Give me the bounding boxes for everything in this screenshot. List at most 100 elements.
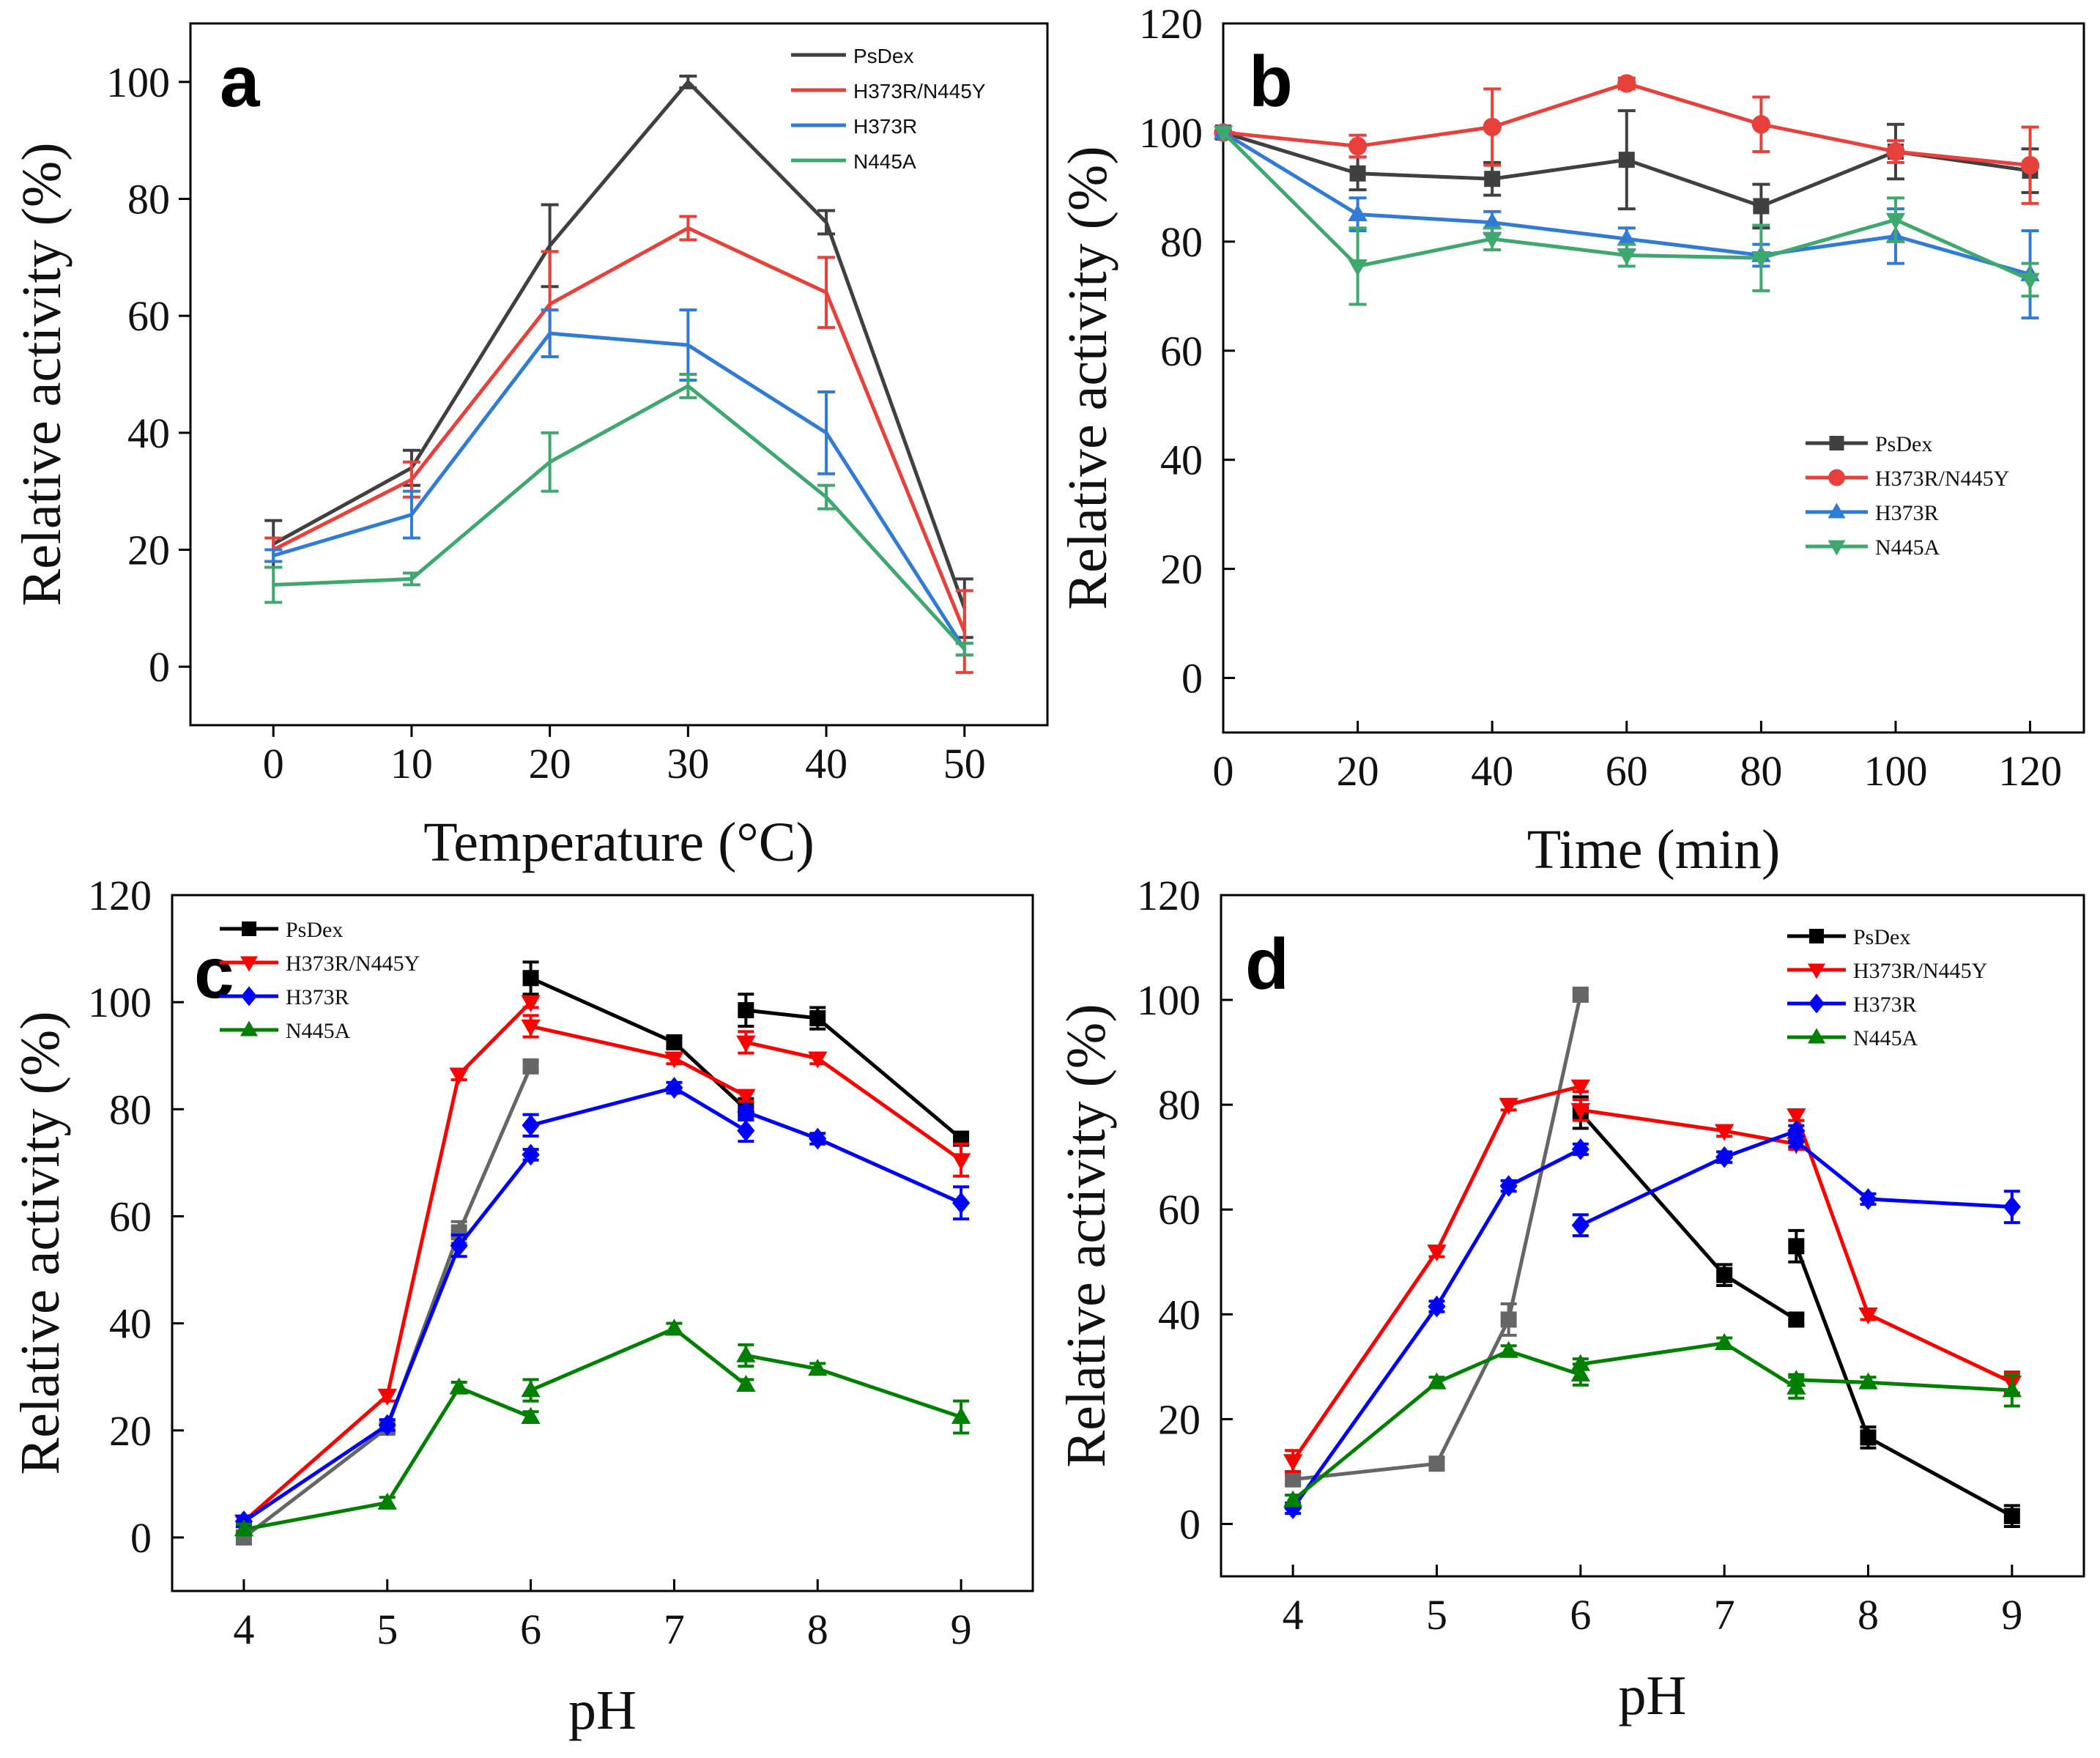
data-point <box>1283 1454 1303 1472</box>
y-axis-title: Relative activity (%) <box>1057 146 1118 609</box>
data-point <box>1716 1266 1733 1283</box>
series-line <box>1291 1349 1581 1502</box>
data-point <box>1618 152 1635 168</box>
legend-marker <box>242 921 256 936</box>
series-h373r <box>234 1077 971 1532</box>
data-point <box>1499 1097 1518 1115</box>
legend-marker <box>1808 1028 1825 1044</box>
data-point <box>809 1010 826 1027</box>
data-point <box>736 1088 756 1106</box>
y-tick-label: 60 <box>1158 1186 1201 1234</box>
x-tick-label: 0 <box>263 740 284 787</box>
legend-marker <box>240 956 258 972</box>
x-tick-label: 4 <box>1283 1591 1304 1639</box>
data-point <box>1500 1311 1517 1328</box>
series-line <box>745 1040 962 1162</box>
data-point <box>808 1358 828 1376</box>
data-point <box>1715 1146 1734 1168</box>
series-line <box>745 1354 962 1419</box>
legend: PsDex H373R/N445Y H373R N445A <box>1806 432 2009 560</box>
y-tick-label: 100 <box>88 979 152 1026</box>
data-point <box>1483 117 1502 137</box>
data-point <box>1858 1372 1878 1390</box>
data-point <box>1617 74 1636 93</box>
x-tick-label: 20 <box>529 740 571 787</box>
data-point <box>737 1101 755 1123</box>
x-tick-label: 9 <box>951 1606 972 1653</box>
x-axis-title: pH <box>1619 1665 1687 1727</box>
y-tick-label: 20 <box>1160 546 1203 593</box>
data-point <box>2003 1195 2021 1218</box>
legend-label: H373R <box>1875 501 1939 525</box>
data-point <box>1753 198 1770 215</box>
legend-marker <box>240 1020 258 1036</box>
data-point <box>1788 1238 1805 1255</box>
data-point <box>1427 1245 1447 1262</box>
data-point <box>664 1318 684 1336</box>
series-line <box>242 1153 533 1524</box>
y-tick-label: 0 <box>149 643 170 691</box>
legend-label: PsDex <box>1853 925 1910 949</box>
data-point <box>1714 1124 1734 1141</box>
data-point <box>1787 1130 1806 1153</box>
data-point <box>1428 1295 1446 1318</box>
data-point <box>1570 1354 1591 1371</box>
series-line <box>1292 994 1583 1482</box>
data-point <box>522 970 539 987</box>
series-line <box>1580 1341 1797 1390</box>
y-tick-label: 80 <box>109 1086 152 1133</box>
x-tick-label: 60 <box>1606 747 1648 795</box>
x-tick-label: 40 <box>805 740 847 787</box>
data-point <box>1285 1471 1302 1488</box>
x-tick-label: 7 <box>1714 1591 1735 1639</box>
x-tick-label: 40 <box>1471 747 1513 795</box>
y-axis-title: Relative activity (%) <box>1055 1004 1117 1467</box>
x-tick-label: 5 <box>376 1606 398 1653</box>
legend: PsDex H373R/N445Y H373R N445A <box>791 45 986 173</box>
legend-marker <box>241 986 257 1006</box>
series-psdex <box>235 960 970 1546</box>
data-point <box>1617 248 1636 266</box>
series-line <box>530 1327 747 1392</box>
legend-marker <box>1828 502 1846 519</box>
series-h373r-n445y <box>264 215 973 675</box>
y-tick-label: 40 <box>109 1300 152 1348</box>
plot-frame <box>171 894 1034 1592</box>
data-point <box>736 1374 756 1392</box>
series-psdex <box>1285 986 2020 1529</box>
legend-label: PsDex <box>853 45 913 67</box>
plot-frame <box>189 22 1049 727</box>
series-line <box>243 1385 532 1532</box>
y-tick-label: 60 <box>109 1193 152 1240</box>
data-point <box>449 1067 469 1085</box>
data-point <box>738 1002 754 1019</box>
panel-b: 0 20 40 60 80 100 120 0 20 40 60 80 100 120 Time (min)… <box>1057 0 2085 880</box>
data-point <box>521 1019 541 1036</box>
series-line <box>273 383 966 650</box>
data-point <box>1885 212 1906 230</box>
x-tick-label: 0 <box>1213 747 1234 795</box>
data-point <box>1570 1364 1591 1381</box>
data-point <box>2020 272 2040 290</box>
data-point <box>2002 1380 2022 1398</box>
series-n445a <box>1213 125 2040 306</box>
y-tick-label: 0 <box>1179 1500 1201 1548</box>
data-point <box>1572 986 1589 1003</box>
x-tick-label: 20 <box>1337 747 1379 795</box>
y-tick-label: 100 <box>1139 109 1203 157</box>
y-tick-label: 20 <box>1158 1395 1201 1443</box>
data-point <box>1348 204 1368 221</box>
legend-label: H373R <box>1853 993 1917 1017</box>
y-tick-label: 80 <box>127 176 170 223</box>
data-point <box>951 1153 971 1171</box>
panel-c: 0 20 40 60 80 100 120 4 5 6 7 8 9 pH Relative activity… <box>10 872 1034 1741</box>
y-tick-label: 0 <box>1181 655 1203 702</box>
x-tick-label: 30 <box>667 740 709 787</box>
data-point <box>664 1051 684 1069</box>
y-tick-label: 100 <box>106 59 170 106</box>
data-point <box>378 1414 396 1436</box>
series-n445a <box>234 1318 971 1537</box>
series-n445a <box>264 373 973 657</box>
series-line <box>242 1001 533 1523</box>
